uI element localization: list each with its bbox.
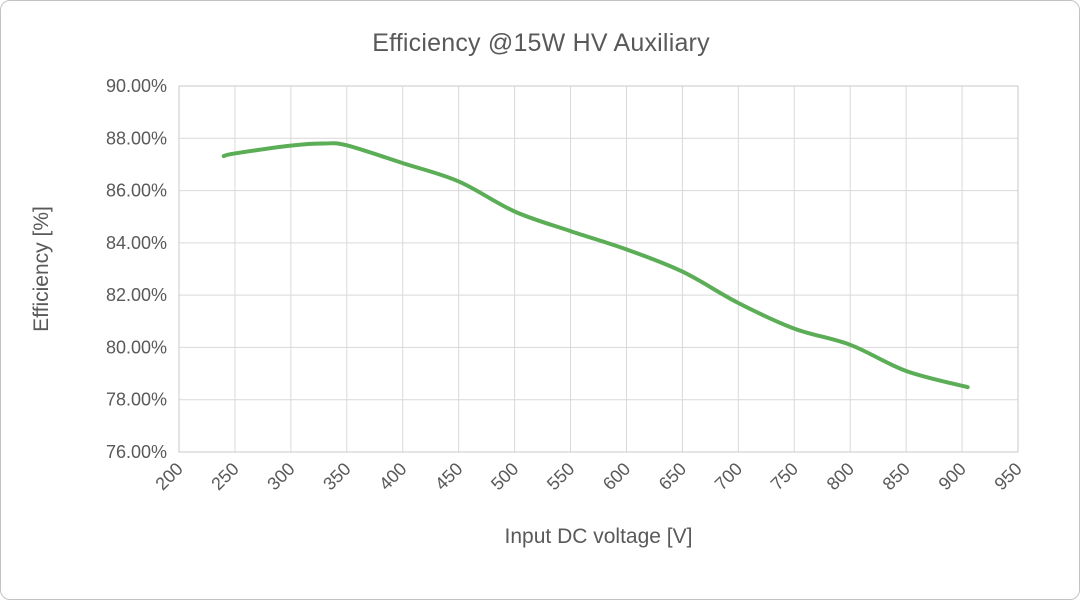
x-tick-label: 300 — [263, 459, 298, 494]
x-tick-label: 200 — [151, 459, 186, 494]
y-tick-label: 90.00% — [106, 76, 167, 96]
chart-title: Efficiency @15W HV Auxiliary — [372, 29, 710, 57]
x-tick-label: 450 — [431, 459, 466, 494]
x-axis-title: Input DC voltage [V] — [504, 525, 693, 548]
x-tick-label: 600 — [599, 459, 634, 494]
plot-border — [178, 85, 1019, 453]
y-axis-title: Efficiency [%] — [30, 206, 53, 332]
x-tick-label: 650 — [655, 459, 690, 494]
x-tick-label: 500 — [487, 459, 522, 494]
x-tick-label: 750 — [767, 459, 802, 494]
y-tick-labels: 90.00% 88.00% 86.00% 84.00% 82.00% 80.00% 78.0… — [106, 76, 167, 462]
gridlines — [178, 85, 1019, 453]
x-tick-label: 800 — [823, 459, 858, 494]
efficiency-line — [221, 141, 970, 390]
x-tick-labels: 200 250 300 350 400 450 500 550 600 650 700 750 800 8… — [151, 459, 1025, 494]
y-tick-label: 76.00% — [106, 442, 167, 462]
x-tick-label: 850 — [879, 459, 914, 494]
x-tick-label: 400 — [375, 459, 410, 494]
y-tick-label: 82.00% — [106, 285, 167, 305]
x-tick-label: 250 — [207, 459, 242, 494]
x-tick-label: 350 — [319, 459, 354, 494]
y-tick-label: 80.00% — [106, 337, 167, 357]
y-tick-label: 86.00% — [106, 181, 167, 201]
y-tick-label: 78.00% — [106, 390, 167, 410]
y-tick-label: 84.00% — [106, 233, 167, 253]
y-tick-label: 88.00% — [106, 128, 167, 148]
x-tick-label: 700 — [711, 459, 746, 494]
x-tick-label: 550 — [543, 459, 578, 494]
x-tick-label: 950 — [990, 459, 1025, 494]
x-tick-label: 900 — [935, 459, 970, 494]
